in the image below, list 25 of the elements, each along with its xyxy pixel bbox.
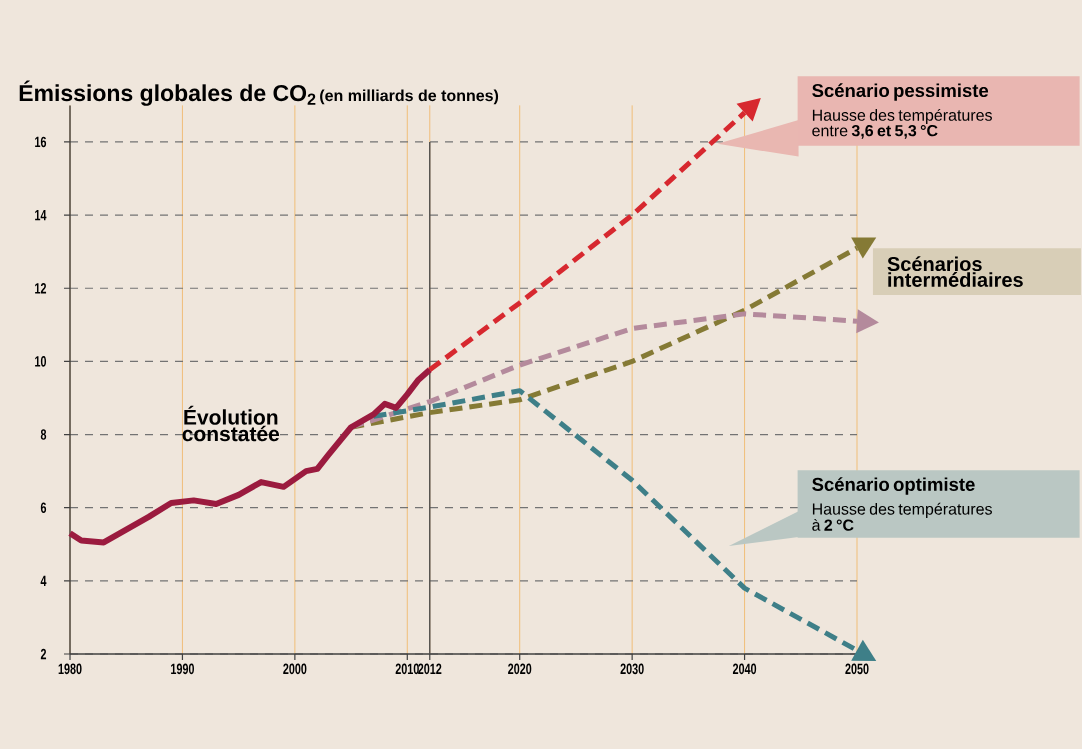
chart-subtitle: (en milliards de tonnes): [320, 89, 499, 105]
y-tick-label: 8: [40, 429, 47, 440]
x-tick-label: 2040: [732, 663, 757, 675]
series-label: Évolution constatée: [182, 405, 280, 442]
x-tick-label: 2000: [283, 663, 307, 675]
x-tick-label: 2050: [845, 663, 869, 675]
annotation: Hausse des températures entre 3,6 et 5,3 °C: [812, 108, 992, 139]
x-tick-label: 1980: [58, 663, 82, 675]
y-tick-label: 10: [35, 356, 47, 367]
text: Scénarios intermédiaires: [887, 256, 1023, 287]
y-tick-label: 6: [40, 502, 47, 513]
x-tick-label: 2020: [508, 663, 532, 675]
annotation: Hausse des températures à 2 °C: [812, 502, 992, 531]
y-tick-label: 12: [35, 283, 47, 294]
x-tick-label: 2012: [418, 663, 442, 675]
x-tick-label: 1990: [171, 663, 194, 675]
y-tick-label: 2: [40, 648, 47, 660]
y-tick-label: 4: [40, 575, 47, 586]
x-tick-label: 2030: [620, 663, 644, 675]
text: Scénario optimiste: [812, 477, 975, 495]
y-tick-label: 16: [35, 136, 47, 148]
y-tick-label: 14: [35, 209, 47, 221]
chart-title: Émissions globales de CO$_{2}$: [19, 80, 316, 106]
text: Scénario pessimiste: [812, 83, 989, 101]
x-tick-label: 2010: [395, 663, 419, 675]
